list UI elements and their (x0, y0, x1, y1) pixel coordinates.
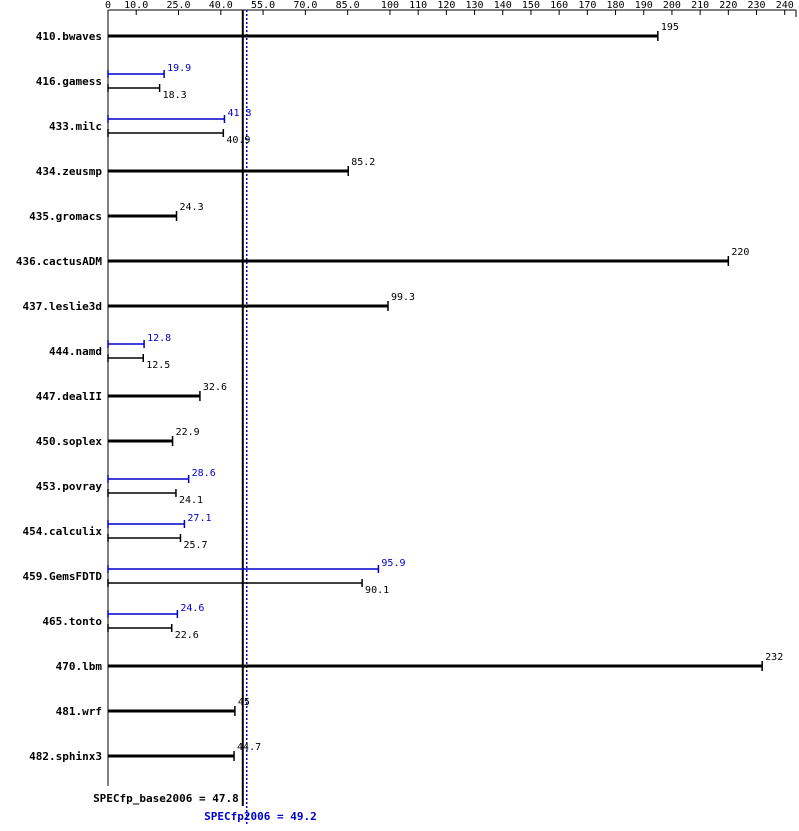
axis-tick-label: 190 (635, 0, 653, 11)
benchmark-label: 437.leslie3d (23, 300, 102, 313)
peak-value: 12.8 (147, 333, 171, 344)
axis-tick-label: 230 (747, 0, 765, 11)
base-value: 22.9 (176, 427, 200, 438)
axis-tick-label: 100 (381, 0, 399, 11)
base-value: 44.7 (237, 742, 261, 753)
benchmark-label: 470.lbm (56, 660, 103, 673)
peak-value: 95.9 (381, 558, 405, 569)
base-value: 32.6 (203, 382, 227, 393)
benchmark-label: 435.gromacs (29, 210, 102, 223)
benchmark-label: 454.calculix (23, 525, 103, 538)
axis-tick-label: 55.0 (251, 0, 275, 11)
axis-tick-label: 170 (578, 0, 596, 11)
axis-tick-label: 70.0 (293, 0, 317, 11)
base-value: 90.1 (365, 585, 389, 596)
base-value: 220 (731, 247, 749, 258)
benchmark-label: 450.soplex (36, 435, 103, 448)
benchmark-label: 436.cactusADM (16, 255, 102, 268)
base-value: 195 (661, 22, 679, 33)
base-value: 85.2 (351, 157, 375, 168)
axis-tick-label: 210 (691, 0, 709, 11)
axis-tick-label: 25.0 (166, 0, 190, 11)
benchmark-label: 465.tonto (42, 615, 102, 628)
axis-tick-label: 180 (607, 0, 625, 11)
axis-tick-label: 150 (522, 0, 540, 11)
axis-tick-label: 140 (494, 0, 512, 11)
base-value: 45 (238, 697, 250, 708)
base-value: 25.7 (183, 540, 207, 551)
base-value: 18.3 (163, 90, 187, 101)
base-value: 24.1 (179, 495, 203, 506)
peak-value: 41.3 (227, 108, 251, 119)
axis-tick-label: 160 (550, 0, 568, 11)
benchmark-label: 459.GemsFDTD (23, 570, 103, 583)
benchmark-label: 410.bwaves (36, 30, 102, 43)
axis-tick-label: 110 (409, 0, 427, 11)
axis-tick-label: 200 (663, 0, 681, 11)
summary-base: SPECfp_base2006 = 47.8 (93, 792, 239, 805)
base-value: 24.3 (180, 202, 204, 213)
benchmark-label: 447.dealII (36, 390, 102, 403)
benchmark-label: 444.namd (49, 345, 102, 358)
axis-tick-label: 120 (437, 0, 455, 11)
peak-value: 24.6 (180, 603, 204, 614)
base-value: 40.9 (226, 135, 250, 146)
chart-svg: 0 10.0 25.0 40.0 55.0 70.0 85.0 100 110 120 130 140… (0, 0, 799, 831)
summary-peak: SPECfp2006 = 49.2 (204, 810, 317, 823)
axis-tick-label: 10.0 (124, 0, 148, 11)
axis-tick-label: 240 (776, 0, 794, 11)
axis-tick-label: 85.0 (336, 0, 360, 11)
peak-value: 27.1 (187, 513, 211, 524)
benchmark-label: 416.gamess (36, 75, 102, 88)
base-value: 232 (765, 652, 783, 663)
base-value: 99.3 (391, 292, 415, 303)
benchmark-label: 481.wrf (56, 705, 102, 718)
benchmark-label: 433.milc (49, 120, 102, 133)
axis-tick-label: 40.0 (209, 0, 233, 11)
peak-value: 28.6 (192, 468, 216, 479)
axis-tick-label: 0 (105, 0, 111, 11)
benchmark-label: 434.zeusmp (36, 165, 103, 178)
axis-tick-label: 130 (466, 0, 484, 11)
base-value: 22.6 (175, 630, 199, 641)
base-value: 12.5 (146, 360, 170, 371)
axis-tick-label: 220 (719, 0, 737, 11)
benchmark-chart: 0 10.0 25.0 40.0 55.0 70.0 85.0 100 110 120 130 140… (0, 0, 799, 831)
peak-value: 19.9 (167, 63, 191, 74)
benchmark-label: 453.povray (36, 480, 103, 493)
benchmark-label: 482.sphinx3 (29, 750, 102, 763)
